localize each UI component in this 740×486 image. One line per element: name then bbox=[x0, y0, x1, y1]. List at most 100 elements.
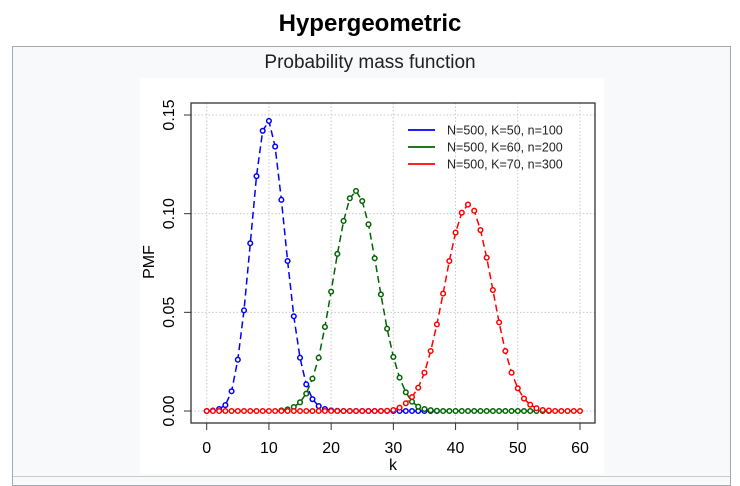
data-point bbox=[228, 407, 235, 415]
data-point bbox=[527, 401, 534, 408]
data-point bbox=[346, 407, 353, 415]
data-point bbox=[514, 385, 521, 392]
data-point bbox=[315, 403, 322, 410]
data-point bbox=[222, 402, 229, 409]
x-tick-label: 30 bbox=[384, 440, 402, 457]
y-tick-label: 0.00 bbox=[161, 395, 178, 426]
data-point bbox=[464, 407, 472, 415]
data-point bbox=[321, 323, 328, 330]
data-point bbox=[477, 407, 484, 415]
series-line bbox=[281, 189, 549, 412]
pmf-chart-image[interactable]: 0 10 20 30 40 50 60 0.00 0.05 0.10 0.15 k PMF N=50… bbox=[140, 78, 604, 474]
data-point bbox=[377, 407, 384, 415]
data-point bbox=[315, 407, 322, 415]
data-point bbox=[452, 229, 459, 236]
data-point bbox=[259, 127, 266, 134]
data-point bbox=[390, 353, 397, 360]
data-point bbox=[240, 307, 248, 314]
data-point bbox=[415, 384, 422, 391]
pmf-chart: 0 10 20 30 40 50 60 0.00 0.05 0.10 0.15 k PMF N=50… bbox=[141, 99, 596, 474]
data-point bbox=[421, 405, 428, 413]
legend-label: N=500, K=70, n=300 bbox=[447, 158, 563, 172]
data-point bbox=[321, 407, 328, 415]
data-point bbox=[502, 347, 509, 355]
data-point bbox=[284, 257, 291, 265]
data-point bbox=[496, 319, 503, 326]
y-axis-label: PMF bbox=[141, 245, 158, 279]
data-point bbox=[402, 400, 409, 407]
data-point bbox=[352, 407, 360, 415]
data-point bbox=[446, 257, 453, 265]
legend-label: N=500, K=60, n=200 bbox=[447, 141, 563, 155]
data-point bbox=[408, 407, 416, 415]
data-point bbox=[396, 374, 403, 381]
data-point bbox=[576, 407, 584, 415]
data-point bbox=[315, 354, 322, 361]
data-point bbox=[371, 255, 378, 262]
x-tick-label: 10 bbox=[260, 440, 278, 457]
data-point bbox=[564, 407, 571, 415]
data-point bbox=[440, 407, 447, 415]
y-tick-label: 0.05 bbox=[161, 297, 178, 328]
data-point bbox=[328, 288, 335, 295]
data-point bbox=[334, 250, 341, 257]
data-point bbox=[253, 173, 260, 180]
data-point bbox=[296, 399, 304, 406]
data-point bbox=[247, 407, 254, 415]
data-point bbox=[390, 406, 397, 414]
legend: N=500, K=50, n=100 N=500, K=60, n=200 N=50… bbox=[408, 124, 563, 172]
data-point bbox=[222, 407, 229, 415]
data-point bbox=[452, 407, 459, 415]
data-point bbox=[433, 407, 440, 414]
data-point bbox=[489, 286, 496, 294]
data-point bbox=[290, 313, 297, 320]
data-point bbox=[496, 407, 503, 415]
series-line bbox=[206, 118, 437, 412]
data-point bbox=[303, 407, 310, 415]
data-point bbox=[483, 407, 490, 415]
data-point bbox=[296, 354, 304, 361]
data-point bbox=[365, 221, 372, 228]
data-point bbox=[284, 407, 291, 415]
data-point bbox=[272, 143, 279, 150]
data-point bbox=[427, 407, 434, 414]
data-point bbox=[384, 407, 391, 414]
y-tick-label: 0.15 bbox=[161, 99, 178, 130]
data-point bbox=[502, 407, 509, 415]
data-point bbox=[352, 187, 360, 195]
data-point bbox=[209, 407, 216, 415]
data-point bbox=[359, 407, 366, 415]
data-point bbox=[520, 407, 528, 415]
data-point bbox=[309, 375, 316, 382]
data-point bbox=[328, 407, 335, 415]
data-point bbox=[520, 395, 528, 402]
x-tick-label: 40 bbox=[447, 440, 465, 457]
data-point bbox=[340, 407, 347, 415]
data-point bbox=[421, 369, 428, 376]
x-tick-label: 50 bbox=[509, 440, 527, 457]
data-point bbox=[464, 201, 472, 208]
data-point bbox=[508, 407, 515, 415]
series-0 bbox=[203, 117, 440, 415]
data-point bbox=[265, 407, 272, 415]
data-point bbox=[558, 407, 565, 415]
data-point bbox=[533, 405, 540, 412]
x-tick-label: 20 bbox=[322, 440, 340, 457]
data-point bbox=[377, 291, 384, 298]
data-point bbox=[446, 407, 453, 415]
data-point bbox=[402, 407, 409, 415]
data-point bbox=[415, 403, 422, 410]
data-point bbox=[216, 407, 223, 415]
data-point bbox=[265, 117, 272, 124]
x-tick-label: 0 bbox=[202, 440, 211, 457]
data-point bbox=[303, 381, 310, 388]
data-point bbox=[309, 396, 316, 403]
series-2 bbox=[203, 201, 584, 415]
data-point bbox=[408, 398, 416, 405]
data-point bbox=[247, 240, 254, 247]
data-point bbox=[278, 196, 285, 203]
data-point bbox=[203, 407, 210, 415]
data-point bbox=[309, 407, 316, 415]
data-point bbox=[278, 407, 285, 415]
data-point bbox=[527, 407, 534, 415]
